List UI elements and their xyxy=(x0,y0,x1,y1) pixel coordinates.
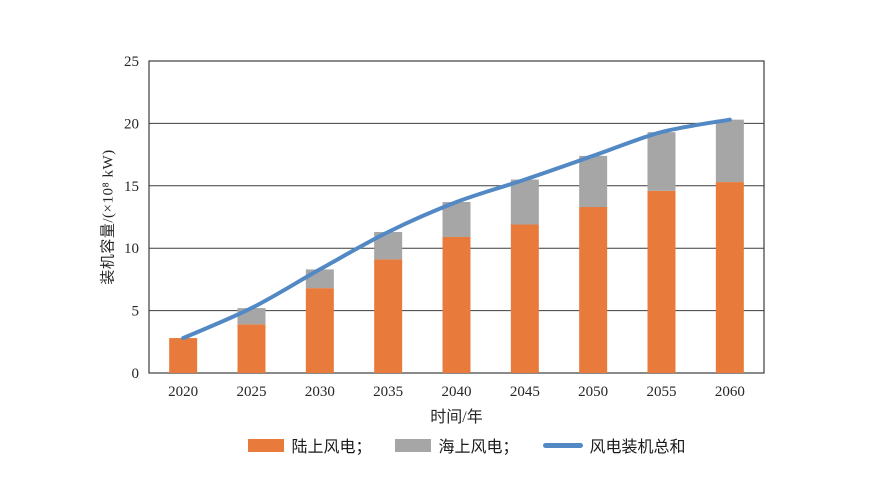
legend-line-swatch-total xyxy=(542,442,583,448)
bar-onshore-2025 xyxy=(237,324,266,373)
y-axis-title: 装机容量/(×10⁸ kW) xyxy=(100,149,117,285)
y-tick-label-25: 25 xyxy=(124,54,139,70)
x-axis-title: 时间/年 xyxy=(430,409,483,426)
bar-offshore-2060 xyxy=(715,119,744,183)
y-tick-label-10: 10 xyxy=(124,241,139,257)
bar-onshore-2020 xyxy=(169,338,198,373)
total-line xyxy=(181,117,732,341)
x-tick-label-2020: 2020 xyxy=(168,384,198,400)
bar-onshore-2040 xyxy=(442,236,471,373)
bar-offshore-2040 xyxy=(442,202,471,237)
x-tick-label-2030: 2030 xyxy=(305,384,335,400)
bar-offshore-2050 xyxy=(579,155,608,208)
y-tick-label-5: 5 xyxy=(132,304,140,320)
bar-offshore-2025 xyxy=(237,308,266,325)
legend-label-onshore: 陆上风电； xyxy=(291,439,372,456)
legend: 陆上风电； 海上风电； 风电装机总和 xyxy=(55,433,879,457)
legend-swatch-onshore xyxy=(248,438,285,452)
bar-offshore-2055 xyxy=(647,132,676,191)
bar-onshore-2035 xyxy=(374,259,403,373)
bar-offshore-2045 xyxy=(510,179,539,225)
x-tick-label-2045: 2045 xyxy=(510,384,540,400)
y-tick-label-20: 20 xyxy=(124,116,139,132)
bar-onshore-2060 xyxy=(715,182,744,373)
x-tick-label-2040: 2040 xyxy=(442,384,472,400)
x-tick-label-2035: 2035 xyxy=(373,384,403,400)
bar-onshore-2045 xyxy=(510,224,539,373)
bar-onshore-2030 xyxy=(305,288,334,373)
legend-label-offshore: 海上风电； xyxy=(438,439,519,456)
legend-item-total: 风电装机总和 xyxy=(542,433,686,457)
x-tick-label-2060: 2060 xyxy=(715,384,745,400)
x-tick-label-2025: 2025 xyxy=(237,384,267,400)
legend-swatch-offshore xyxy=(395,438,432,452)
y-tick-label-15: 15 xyxy=(124,179,139,195)
bar-onshore-2050 xyxy=(579,207,608,373)
x-tick-label-2055: 2055 xyxy=(647,384,677,400)
x-tick-label-2050: 2050 xyxy=(578,384,608,400)
legend-item-onshore: 陆上风电； xyxy=(248,433,371,457)
legend-label-total: 风电装机总和 xyxy=(589,439,686,456)
legend-item-offshore: 海上风电； xyxy=(395,433,519,457)
y-tick-label-0: 0 xyxy=(132,366,140,382)
bar-onshore-2055 xyxy=(647,190,676,373)
bar-offshore-2030 xyxy=(305,269,334,289)
